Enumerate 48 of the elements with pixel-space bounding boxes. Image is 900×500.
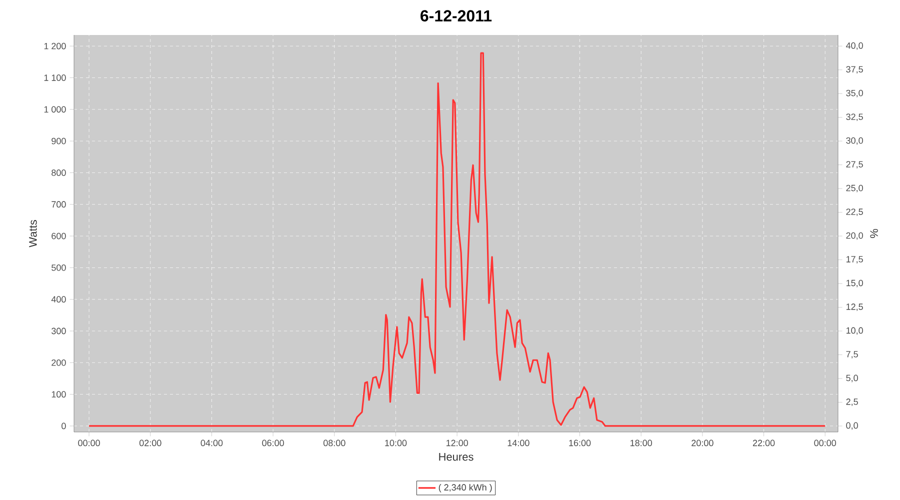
y2-tick-label: 12,5 <box>846 304 863 311</box>
y-tick-label: 0 <box>62 422 66 430</box>
y2-tick-label: 35,0 <box>846 90 863 98</box>
x-tick-label: 20:00 <box>692 440 714 446</box>
x-tick-label: 18:00 <box>630 440 652 446</box>
y2-tick-label: 25,0 <box>846 184 863 192</box>
legend-label: ( 2,340 kWh ) <box>438 484 492 492</box>
y2-tick-label: 10,0 <box>846 327 863 335</box>
y2-tick-label: 37,5 <box>846 66 863 74</box>
y2-axis-title: % <box>870 229 878 238</box>
y-tick-label: 100 <box>52 391 66 398</box>
x-tick-label: 06:00 <box>262 440 284 446</box>
x-tick-label: 02:00 <box>139 440 162 446</box>
y2-tick-label: 40,0 <box>846 42 863 50</box>
y-tick-label: 500 <box>52 264 66 271</box>
y-tick-label: 1 200 <box>44 42 66 50</box>
x-tick-label: 00:00 <box>78 440 100 446</box>
x-tick-label: 00:00 <box>814 440 836 446</box>
x-tick-label: 22:00 <box>752 440 775 446</box>
y-tick-label: 400 <box>51 296 66 303</box>
y2-tick-label: 20,0 <box>846 232 863 240</box>
y-tick-label: 1 000 <box>44 106 66 113</box>
y-tick-label: 700 <box>52 201 66 208</box>
y2-tick-label: 32,5 <box>846 114 863 122</box>
y2-tick-label: 0,0 <box>846 422 858 430</box>
y-tick-label: 800 <box>52 170 66 176</box>
y2-tick-label: 17,5 <box>846 256 863 264</box>
x-tick-label: 04:00 <box>200 440 223 446</box>
y-tick-label: 200 <box>52 359 66 366</box>
y2-tick-label: 30,0 <box>846 137 863 145</box>
y2-tick-label: 7,5 <box>846 351 858 358</box>
y-axis-title: Watts <box>29 220 37 248</box>
y2-tick-label: 27,5 <box>846 161 863 169</box>
y-tick-label: 900 <box>52 138 66 144</box>
y2-tick-label: 15,0 <box>846 280 863 288</box>
x-axis-title: Heures <box>439 453 474 461</box>
y2-tick-label: 5,0 <box>846 374 858 382</box>
x-tick-label: 10:00 <box>385 440 407 446</box>
x-tick-label: 14:00 <box>508 440 530 446</box>
y2-tick-label: 22,5 <box>846 208 863 216</box>
y2-tick-label: 2,5 <box>846 398 858 406</box>
x-tick-label: 08:00 <box>323 440 346 446</box>
y-tick-label: 600 <box>52 232 66 240</box>
y-tick-label: 300 <box>52 328 66 334</box>
y-tick-label: 1 100 <box>44 74 66 81</box>
chart-title: 6-12-2011 <box>420 10 492 22</box>
x-tick-label: 16:00 <box>569 440 591 446</box>
x-tick-label: 12:00 <box>446 440 468 446</box>
